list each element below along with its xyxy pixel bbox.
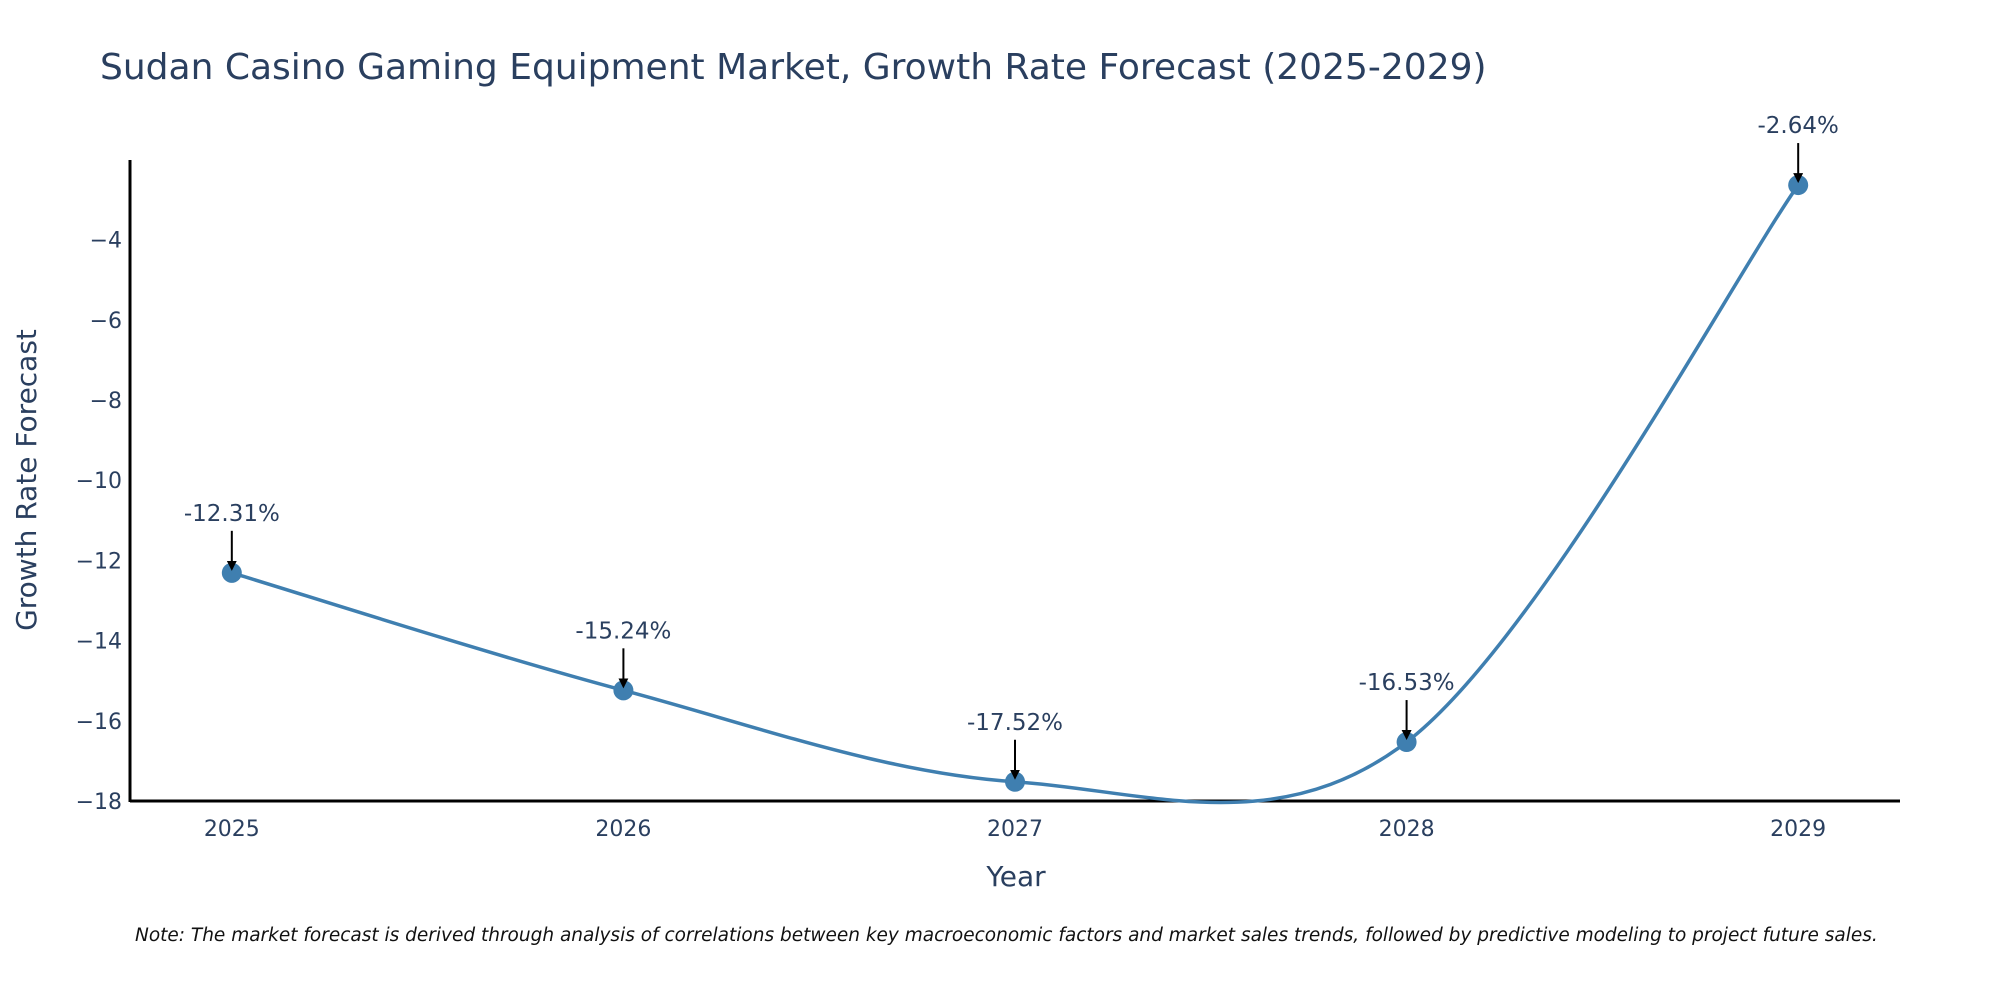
y-axis-ticks: −4 −6 −8 −10 −12 −14 −16 −18	[76, 229, 122, 815]
x-tick-label: 2026	[595, 817, 651, 842]
y-tick-label: −10	[76, 469, 122, 494]
y-tick-label: −16	[76, 710, 122, 735]
y-tick-label: −4	[90, 229, 122, 254]
chart-title: Sudan Casino Gaming Equipment Market, Gr…	[100, 47, 1487, 88]
y-tick-label: −12	[76, 549, 122, 574]
x-tick-label: 2027	[987, 817, 1043, 842]
x-tick-label: 2029	[1770, 817, 1826, 842]
data-annotations: -12.31% -15.24% -17.52% -16.53% -2.64%	[184, 113, 1839, 780]
series-line	[231, 184, 1800, 805]
y-tick-label: −8	[90, 389, 122, 414]
y-tick-label: −14	[76, 630, 122, 655]
data-label: -16.53%	[1359, 670, 1455, 696]
data-label: -17.52%	[967, 710, 1063, 736]
data-label: -12.31%	[184, 501, 280, 527]
y-tick-label: −18	[76, 790, 122, 815]
x-tick-label: 2025	[204, 817, 260, 842]
x-tick-label: 2028	[1379, 817, 1435, 842]
y-axis-title: Growth Rate Forecast	[10, 329, 43, 631]
x-axis-title: Year	[985, 860, 1046, 893]
footnote: Note: The market forecast is derived thr…	[135, 925, 1878, 946]
y-tick-label: −6	[90, 309, 122, 334]
plot-area	[128, 160, 1900, 803]
data-label: -2.64%	[1757, 113, 1838, 139]
data-label: -15.24%	[575, 618, 671, 644]
x-axis-ticks: 2025 2026 2027 2028 2029	[204, 817, 1826, 842]
data-points	[221, 175, 1809, 792]
